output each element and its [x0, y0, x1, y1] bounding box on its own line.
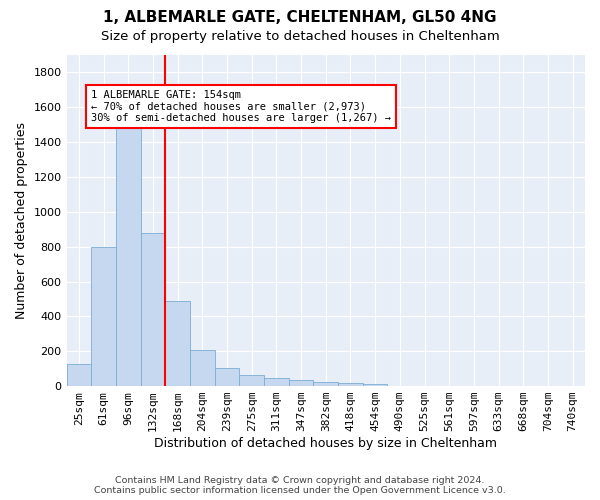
Bar — [190, 350, 215, 386]
Bar — [140, 232, 165, 386]
Bar — [165, 300, 190, 386]
Bar — [338, 382, 363, 386]
Bar — [264, 378, 289, 386]
Bar — [363, 384, 388, 386]
Text: 1 ALBEMARLE GATE: 154sqm
← 70% of detached houses are smaller (2,973)
30% of sem: 1 ALBEMARLE GATE: 154sqm ← 70% of detach… — [91, 90, 391, 123]
Text: 1, ALBEMARLE GATE, CHELTENHAM, GL50 4NG: 1, ALBEMARLE GATE, CHELTENHAM, GL50 4NG — [103, 10, 497, 25]
Bar — [91, 246, 116, 386]
Bar — [67, 364, 91, 386]
Bar — [116, 128, 140, 386]
Bar — [215, 368, 239, 386]
Bar — [313, 382, 338, 386]
Text: Size of property relative to detached houses in Cheltenham: Size of property relative to detached ho… — [101, 30, 499, 43]
Bar — [239, 375, 264, 386]
Bar — [289, 380, 313, 386]
X-axis label: Distribution of detached houses by size in Cheltenham: Distribution of detached houses by size … — [154, 437, 497, 450]
Y-axis label: Number of detached properties: Number of detached properties — [15, 122, 28, 319]
Text: Contains HM Land Registry data © Crown copyright and database right 2024.
Contai: Contains HM Land Registry data © Crown c… — [94, 476, 506, 495]
